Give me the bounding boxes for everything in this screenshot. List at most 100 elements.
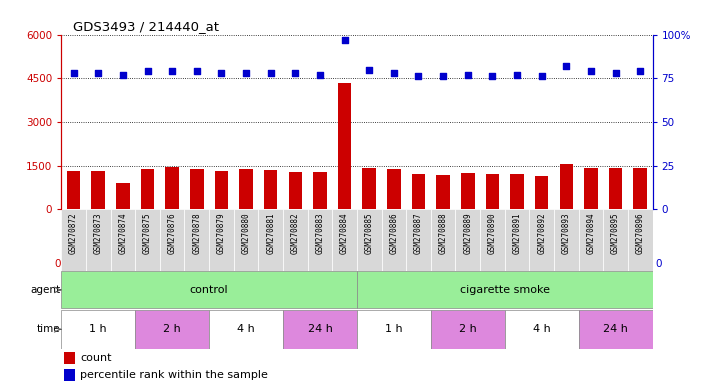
- Bar: [357, 310, 431, 349]
- Text: GSM270875: GSM270875: [143, 212, 152, 254]
- Bar: [64, 352, 75, 364]
- Text: GSM270887: GSM270887: [414, 212, 423, 254]
- Bar: [283, 310, 357, 349]
- Bar: [67, 171, 80, 209]
- Text: count: count: [80, 353, 112, 363]
- Bar: [554, 209, 579, 271]
- Text: GSM270884: GSM270884: [340, 212, 349, 254]
- Bar: [209, 310, 283, 349]
- Text: 0: 0: [655, 260, 661, 270]
- Bar: [529, 209, 554, 271]
- Text: percentile rank within the sample: percentile rank within the sample: [80, 370, 268, 380]
- Bar: [160, 209, 185, 271]
- Text: agent: agent: [31, 285, 61, 295]
- Bar: [456, 209, 480, 271]
- Bar: [338, 83, 351, 209]
- Bar: [406, 209, 430, 271]
- Point: [438, 73, 449, 79]
- Bar: [264, 170, 278, 209]
- Text: 24 h: 24 h: [307, 324, 332, 334]
- Bar: [603, 209, 628, 271]
- Bar: [92, 171, 105, 209]
- Point: [92, 70, 104, 76]
- Bar: [136, 209, 160, 271]
- Bar: [578, 209, 603, 271]
- Bar: [387, 169, 401, 209]
- Bar: [461, 174, 474, 209]
- Bar: [86, 209, 110, 271]
- Text: 4 h: 4 h: [533, 324, 551, 334]
- Text: GSM270895: GSM270895: [611, 212, 620, 254]
- Bar: [578, 310, 653, 349]
- Text: GSM270891: GSM270891: [513, 212, 521, 254]
- Text: GSM270894: GSM270894: [586, 212, 596, 254]
- Point: [142, 68, 154, 74]
- Text: GSM270874: GSM270874: [118, 212, 128, 254]
- Bar: [258, 209, 283, 271]
- Text: GSM270882: GSM270882: [291, 212, 300, 254]
- Point: [191, 68, 203, 74]
- Text: GSM270896: GSM270896: [636, 212, 645, 254]
- Bar: [215, 170, 228, 209]
- Text: 1 h: 1 h: [89, 324, 107, 334]
- Point: [462, 72, 474, 78]
- Text: 1 h: 1 h: [385, 324, 402, 334]
- Text: 2 h: 2 h: [163, 324, 181, 334]
- Bar: [381, 209, 406, 271]
- Point: [511, 72, 523, 78]
- Text: control: control: [190, 285, 229, 295]
- Point: [216, 70, 227, 76]
- Bar: [535, 175, 549, 209]
- Bar: [141, 169, 154, 209]
- Text: GSM270888: GSM270888: [438, 212, 448, 254]
- Bar: [313, 172, 327, 209]
- Bar: [332, 209, 357, 271]
- Bar: [609, 168, 622, 209]
- Text: time: time: [37, 324, 61, 334]
- Bar: [510, 174, 523, 209]
- Bar: [288, 172, 302, 209]
- Bar: [61, 209, 86, 271]
- Point: [363, 66, 375, 73]
- Point: [240, 70, 252, 76]
- Text: GSM270886: GSM270886: [389, 212, 398, 254]
- Text: GSM270885: GSM270885: [365, 212, 373, 254]
- Point: [339, 37, 350, 43]
- Bar: [412, 174, 425, 209]
- Text: GSM270893: GSM270893: [562, 212, 571, 254]
- Bar: [436, 175, 450, 209]
- Point: [536, 73, 547, 79]
- Bar: [357, 209, 381, 271]
- Text: 2 h: 2 h: [459, 324, 477, 334]
- Point: [265, 70, 276, 76]
- Bar: [628, 209, 653, 271]
- Bar: [634, 168, 647, 209]
- Point: [610, 70, 622, 76]
- Bar: [357, 271, 653, 308]
- Bar: [486, 174, 499, 209]
- Bar: [584, 168, 598, 209]
- Text: GSM270873: GSM270873: [94, 212, 102, 254]
- Text: GSM270878: GSM270878: [193, 212, 201, 254]
- Text: 4 h: 4 h: [237, 324, 255, 334]
- Bar: [110, 209, 136, 271]
- Text: GSM270879: GSM270879: [217, 212, 226, 254]
- Bar: [61, 271, 357, 308]
- Bar: [61, 310, 136, 349]
- Text: cigarette smoke: cigarette smoke: [460, 285, 549, 295]
- Point: [634, 68, 646, 74]
- Text: GDS3493 / 214440_at: GDS3493 / 214440_at: [73, 20, 219, 33]
- Text: GSM270890: GSM270890: [488, 212, 497, 254]
- Text: GSM270880: GSM270880: [242, 212, 250, 254]
- Bar: [283, 209, 308, 271]
- Point: [388, 70, 399, 76]
- Point: [487, 73, 498, 79]
- Bar: [559, 164, 573, 209]
- Text: GSM270892: GSM270892: [537, 212, 546, 254]
- Bar: [430, 209, 456, 271]
- Bar: [363, 168, 376, 209]
- Point: [314, 72, 326, 78]
- Bar: [116, 183, 130, 209]
- Bar: [430, 310, 505, 349]
- Bar: [505, 209, 529, 271]
